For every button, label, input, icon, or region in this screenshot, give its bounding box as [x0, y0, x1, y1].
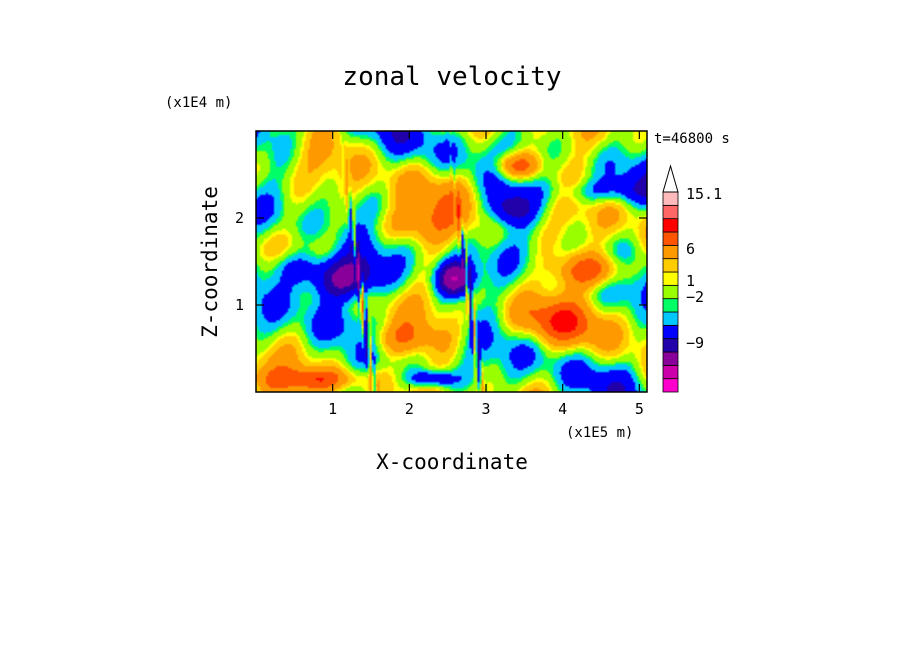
colorbar-swatch	[662, 298, 679, 313]
colorbar-swatch	[662, 284, 679, 300]
colorbar-label: −9	[686, 334, 704, 352]
x-tick-label: 3	[481, 400, 490, 418]
colorbar-swatch	[662, 324, 679, 340]
colorbar-swatch	[662, 311, 679, 326]
colorbar-swatch	[662, 231, 679, 246]
contour-field	[256, 131, 647, 392]
x-axis-ticks: 1 2 3 4 5	[328, 131, 644, 418]
colorbar-swatch	[662, 351, 679, 366]
time-label: t=46800 s	[654, 131, 730, 147]
y-axis-title: Z-coordinate	[198, 186, 222, 338]
plot-frame	[255, 130, 648, 393]
colorbar-label: 1	[686, 272, 695, 290]
colorbar-swatch	[662, 364, 679, 380]
x-tick-label: 1	[328, 400, 337, 418]
colorbar-swatch	[662, 378, 679, 393]
x-tick-label: 2	[405, 400, 414, 418]
y-tick-label: 1	[235, 296, 244, 314]
x-axis-title: X-coordinate	[376, 450, 528, 474]
colorbar-swatch	[662, 258, 679, 273]
y-unit-label: (x1E4 m)	[165, 95, 232, 111]
colorbar: 15.1 6 1−2 −9	[662, 164, 722, 393]
colorbar-label: 6	[686, 240, 695, 258]
x-tick-label: 5	[635, 400, 644, 418]
colorbar-extend-arrow	[662, 164, 679, 193]
colorbar-swatch	[662, 191, 679, 206]
colorbar-swatch	[662, 204, 679, 220]
colorbar-swatch	[662, 338, 679, 353]
x-tick-label: 4	[558, 400, 567, 418]
y-tick-label: 2	[235, 209, 244, 227]
x-unit-label: (x1E5 m)	[566, 425, 633, 441]
colorbar-label: 15.1	[686, 185, 722, 203]
plot-area	[255, 130, 648, 393]
colorbar-swatch	[662, 271, 679, 286]
chart-title: zonal velocity	[342, 62, 561, 92]
colorbar-swatch	[662, 244, 679, 260]
y-axis-ticks: 12	[235, 209, 647, 314]
colorbar-swatch	[662, 218, 679, 233]
colorbar-label: −2	[686, 288, 704, 306]
